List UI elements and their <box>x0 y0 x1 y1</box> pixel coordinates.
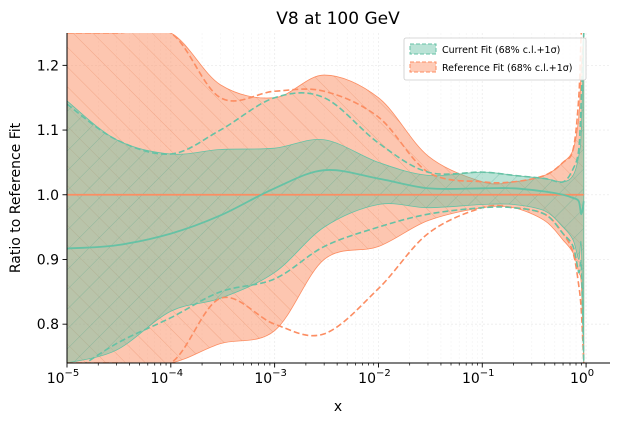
x-tick-label: 10−3 <box>254 368 287 387</box>
x-tick-label: 10−5 <box>47 368 80 387</box>
x-axis-label: x <box>334 399 342 415</box>
chart-title: V8 at 100 GeV <box>276 9 400 29</box>
legend-entry-reference: Reference Fit (68% c.l.+1σ) <box>409 61 573 74</box>
current-sigma-upper-line <box>67 33 585 183</box>
x-tick-label: 10−1 <box>462 368 495 387</box>
legend-label-reference: Reference Fit (68% c.l.+1σ) <box>442 63 573 74</box>
y-tick-label: 1.2 <box>37 58 59 74</box>
x-tick-label: 10−4 <box>151 368 184 387</box>
legend-swatch-reference <box>409 61 437 73</box>
y-tick-label: 0.8 <box>37 317 59 333</box>
reference-sigma-upper-line <box>67 33 585 184</box>
y-tick-label: 0.9 <box>37 252 59 268</box>
current-sigma-lower-line <box>84 206 585 363</box>
x-tick-label: 100 <box>570 368 594 387</box>
current-band-hatch <box>67 33 584 363</box>
legend-label-current: Current Fit (68% c.l.+1σ) <box>442 45 560 56</box>
plot-area <box>67 33 585 363</box>
y-tick-label: 1.1 <box>37 123 59 139</box>
legend-swatch-current <box>409 43 437 55</box>
y-tick-label: 1.0 <box>37 188 59 204</box>
legend-entry-current: Current Fit (68% c.l.+1σ) <box>409 43 560 56</box>
x-axis-ticks: 10−5 10−4 10−3 10−2 10−1 100 <box>47 363 594 387</box>
y-axis-label: Ratio to Reference Fit <box>8 122 24 273</box>
legend-box <box>403 37 587 81</box>
y-axis-ticks: 0.8 0.9 1.0 1.1 1.2 <box>37 58 67 333</box>
legend: Current Fit (68% c.l.+1σ) Reference Fit … <box>403 37 587 81</box>
current-central-line <box>67 169 585 250</box>
x-tick-label: 10−2 <box>358 368 391 387</box>
reference-sigma-lower-line <box>67 204 585 363</box>
